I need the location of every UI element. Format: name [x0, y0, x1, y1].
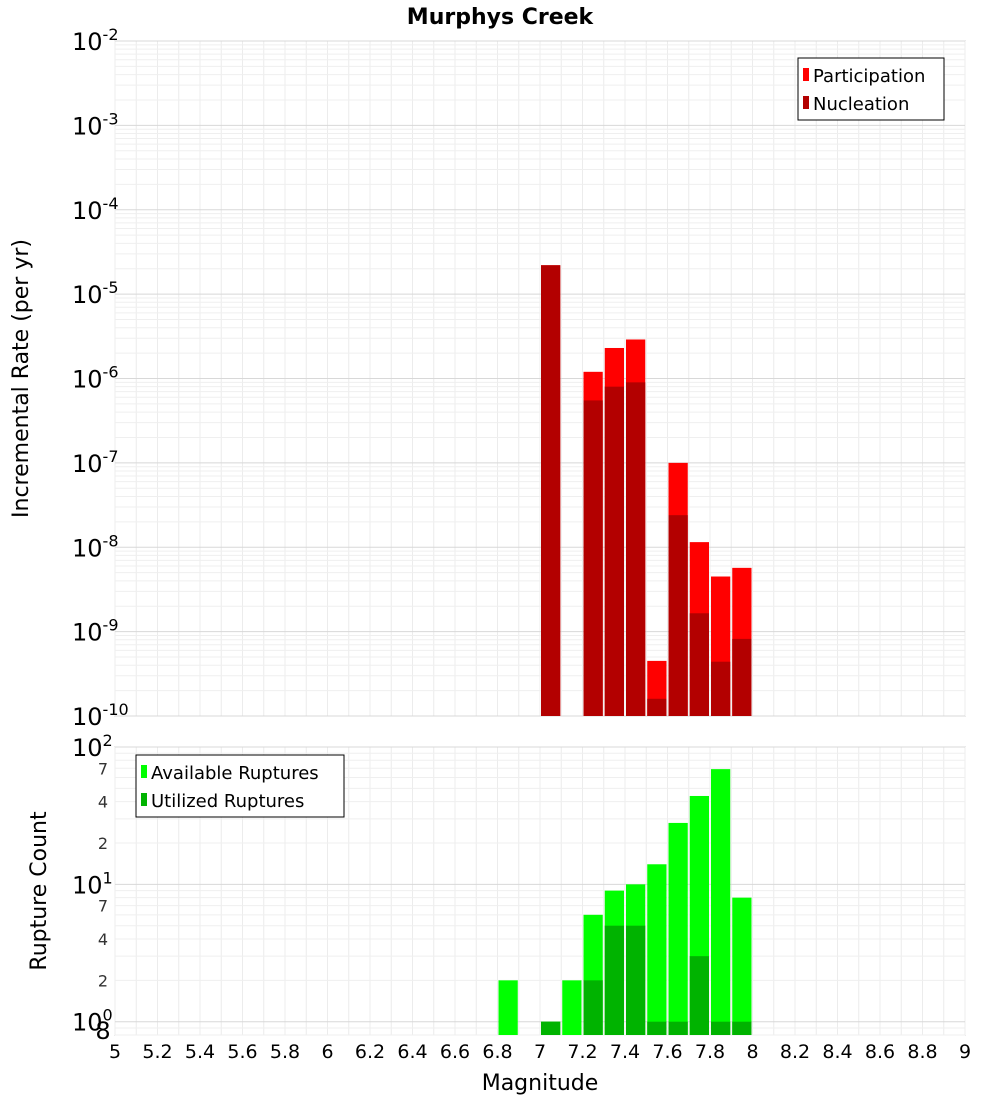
y-tick-label: 10-3 [72, 109, 119, 140]
x-tick-label: 6.4 [397, 1041, 427, 1063]
x-tick-label: 5 [109, 1041, 121, 1063]
x-tick-label: 6 [321, 1041, 333, 1063]
bar-utilized-ruptures [732, 1021, 752, 1035]
y-tick-label: 10-2 [72, 25, 119, 56]
y-tick-label: 10-10 [72, 700, 129, 731]
bar-available-ruptures [711, 769, 731, 1035]
y-minor-tick-label: 4 [98, 793, 108, 812]
y-tick-label: 100 [72, 1006, 113, 1037]
y-tick-label: 10-8 [72, 531, 119, 562]
x-ticks: 5 5.2 5.4 5.6 5.8 6 6.2 6.4 6.6 6.8 7 7.2 7.4 7.6 7.8 8… [109, 1041, 971, 1063]
x-tick-label: 8.8 [907, 1041, 937, 1063]
legend-box [135, 754, 345, 818]
bar-nucleation [711, 661, 731, 716]
y-minor-tick-label: 8 [95, 1017, 110, 1045]
x-tick-label: 5.2 [142, 1041, 172, 1063]
bar-utilized-ruptures [541, 1021, 561, 1035]
legend-swatch [141, 793, 147, 806]
bar-nucleation [541, 265, 561, 716]
y-tick-label: 10-4 [72, 194, 119, 225]
rate-legend: Participation Nucleation [797, 57, 945, 121]
x-tick-label: 5.8 [270, 1041, 300, 1063]
y-tick-label: 10-6 [72, 363, 119, 394]
y-minor-tick-label: 4 [98, 930, 108, 949]
bar-nucleation [583, 400, 603, 716]
y-tick-label: 10-5 [72, 278, 119, 309]
bar-utilized-ruptures [583, 980, 603, 1035]
legend-swatch [141, 765, 147, 778]
rate-gridlines [114, 40, 966, 717]
y-minor-tick-label: 2 [98, 834, 108, 853]
bar-nucleation [626, 382, 646, 716]
bar-nucleation [647, 698, 667, 716]
x-tick-label: 7 [534, 1041, 546, 1063]
x-tick-label: 6.8 [482, 1041, 512, 1063]
bar-utilized-ruptures [689, 956, 709, 1035]
y-tick-label: 102 [72, 731, 113, 762]
x-tick-label: 8.2 [780, 1041, 810, 1063]
x-axis-label: Magnitude [482, 1071, 599, 1096]
x-tick-label: 7.2 [567, 1041, 597, 1063]
y-minor-tick-label: 2 [98, 971, 108, 990]
rate-y-ticks: 10-2 10-3 10-4 10-5 10-6 10-7 10-8 10-9 10-10 [72, 25, 129, 731]
bar-nucleation [732, 638, 752, 716]
x-tick-label: 8 [746, 1041, 758, 1063]
legend-box [797, 57, 945, 121]
bar-available-ruptures [562, 980, 582, 1035]
x-tick-label: 5.6 [227, 1041, 257, 1063]
bar-nucleation [668, 515, 688, 716]
count-legend: Available Ruptures Utilized Ruptures [135, 754, 345, 818]
bar-utilized-ruptures [711, 1021, 731, 1035]
bar-utilized-ruptures [626, 925, 646, 1035]
x-tick-label: 7.4 [610, 1041, 640, 1063]
x-tick-label: 7.6 [652, 1041, 682, 1063]
y-tick-label: 10-7 [72, 447, 119, 478]
y-minor-tick-label: 7 [98, 897, 108, 916]
bar-available-ruptures [498, 980, 518, 1035]
legend-swatch [803, 68, 809, 81]
bar-utilized-ruptures [604, 925, 624, 1035]
legend-label: Nucleation [813, 94, 909, 115]
count-y-axis-label: Rupture Count [27, 811, 52, 971]
legend-swatch [803, 96, 809, 109]
rate-bars [541, 265, 752, 716]
rate-panel: 10-2 10-3 10-4 10-5 10-6 10-7 10-8 10-9 10-10 In… [9, 25, 966, 731]
bar-available-ruptures [732, 897, 752, 1035]
chart-title: Murphys Creek [407, 5, 595, 30]
y-tick-label: 10-9 [72, 616, 119, 647]
x-tick-label: 8.6 [865, 1041, 895, 1063]
bar-available-ruptures [668, 822, 688, 1035]
y-tick-label: 101 [72, 868, 113, 899]
legend-label: Available Ruptures [151, 763, 319, 784]
x-tick-label: 6.6 [440, 1041, 470, 1063]
bar-utilized-ruptures [668, 1021, 688, 1035]
bar-utilized-ruptures [647, 1021, 667, 1035]
x-tick-label: 8.4 [822, 1041, 852, 1063]
x-tick-label: 7.8 [695, 1041, 725, 1063]
count-panel: 102 101 100 7 4 2 7 4 2 8 Rupture Count Available… [27, 731, 966, 1045]
count-gridlines [114, 746, 966, 1036]
x-tick-label: 9 [959, 1041, 971, 1063]
legend-label: Utilized Ruptures [151, 791, 304, 812]
rate-y-axis-label: Incremental Rate (per yr) [9, 239, 34, 518]
bar-nucleation [689, 613, 709, 716]
x-tick-label: 5.4 [185, 1041, 215, 1063]
y-minor-tick-label: 7 [98, 759, 108, 778]
bar-nucleation [604, 386, 624, 716]
count-y-ticks: 102 101 100 7 4 2 7 4 2 8 [72, 731, 113, 1045]
bar-available-ruptures [647, 864, 667, 1035]
legend-label: Participation [813, 66, 925, 87]
count-bars [498, 769, 752, 1035]
x-tick-label: 6.2 [355, 1041, 385, 1063]
